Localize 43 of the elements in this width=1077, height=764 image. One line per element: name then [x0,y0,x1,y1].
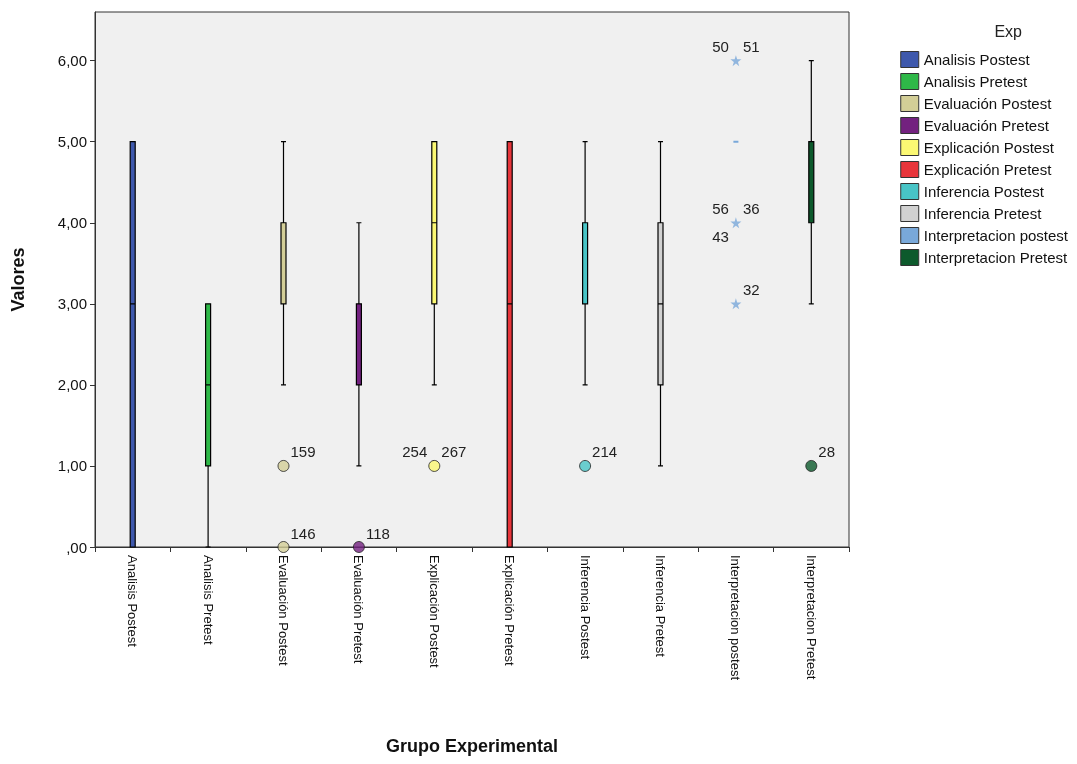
x-tick-label: Analisis Postest [125,555,141,648]
y-tick-label: 1,00 [57,457,87,475]
x-tick-label: Interpretacion Pretest [803,555,819,680]
legend-label: Explicación Pretest [923,161,1053,178]
y-tick-label: 5,00 [57,133,87,151]
x-axis-title: Grupo Experimental [385,736,559,756]
annotation: 50 [712,38,729,56]
x-tick-label: Evaluación Postest [276,555,291,666]
legend-label: Interpretacion postest [923,227,1069,244]
legend-label: Inferencia Postest [923,183,1045,200]
annotation: 51 [742,38,760,56]
annotation: 159 [290,443,316,461]
annotation: 56 [712,200,729,218]
annotation: 267 [441,443,467,461]
annotation: 254 [402,443,428,461]
legend-label: Analisis Postest [923,51,1031,68]
annotation: 32 [742,281,760,299]
legend-label: Evaluación Postest [923,95,1053,112]
x-tick-label: Inferencia Pretest [653,555,668,658]
legend-label: Analisis Pretest [923,73,1028,90]
x-tick-label: Analisis Pretest [200,555,216,645]
annotation: 118 [365,524,390,542]
annotation: 36 [742,200,760,218]
x-tick-label: Inferencia Postest [577,555,593,660]
legend-label: Interpretacion Pretest [923,249,1068,266]
annotation: 146 [290,524,316,542]
y-axis-title: Valores [8,247,28,312]
y-tick-label: 2,00 [57,376,87,394]
x-tick-label: Interpretacion postest [728,555,744,681]
y-tick-label: 6,00 [57,52,87,70]
annotation: 28 [818,443,835,461]
x-tick-label: Explicación Pretest [502,555,518,666]
y-tick-label: 3,00 [57,295,87,313]
annotation: 214 [592,443,618,461]
legend-title: Exp [994,22,1023,40]
legend-label: Evaluación Pretest [923,117,1050,134]
x-tick-label: Evaluación Pretest [351,555,367,664]
x-tick-label: Explicación Postest [426,555,442,669]
annotation: 43 [712,228,729,246]
legend-label: Inferencia Pretest [923,205,1043,222]
y-tick-label: 4,00 [57,214,87,232]
y-tick-label: ,00 [66,538,87,556]
legend-label: Explicación Postest [923,139,1055,156]
